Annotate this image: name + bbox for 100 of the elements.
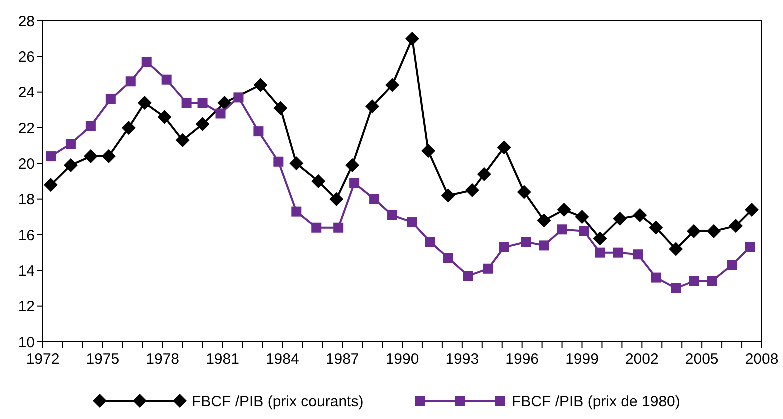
point (44, 178, 58, 192)
point (521, 237, 532, 248)
y-tick-label: 22 (18, 120, 35, 138)
point (421, 144, 436, 158)
point (687, 224, 702, 238)
point (671, 284, 682, 294)
point (499, 242, 510, 252)
x-tick-label: 1993 (446, 351, 480, 368)
point (537, 214, 552, 228)
point (386, 78, 400, 92)
point (66, 139, 76, 150)
x-tick-label: 1981 (206, 351, 240, 368)
point (443, 253, 454, 264)
point (517, 185, 532, 200)
point (106, 94, 116, 104)
point (745, 203, 760, 218)
x-tick-label: 1984 (266, 351, 300, 368)
legend-label: FBCF /PIB (prix de 1980) (512, 393, 680, 410)
point (669, 242, 684, 256)
point (216, 108, 226, 119)
point (388, 210, 398, 220)
point (218, 96, 232, 110)
y-tick-label: 10 (18, 334, 35, 352)
point (405, 32, 420, 46)
point (334, 222, 344, 233)
point (613, 212, 628, 226)
point (593, 232, 608, 246)
x-tick-label: 1987 (326, 351, 360, 368)
point (126, 76, 136, 87)
x-tick-label: 1978 (146, 351, 180, 368)
point (557, 224, 568, 235)
y-tick-label: 14 (18, 262, 35, 280)
point (366, 100, 380, 114)
y-tick-label: 26 (18, 48, 35, 66)
point (497, 140, 512, 155)
point (651, 272, 662, 283)
point (463, 271, 474, 282)
point (539, 240, 550, 251)
point (557, 203, 572, 218)
x-tick-label: 1972 (26, 351, 60, 368)
point (595, 248, 606, 258)
point (707, 224, 722, 238)
point (182, 98, 192, 108)
point (633, 208, 648, 222)
x-tick-label: 1996 (506, 351, 540, 368)
point (312, 222, 322, 233)
point (441, 188, 456, 203)
point (122, 121, 136, 135)
point (425, 237, 436, 248)
x-tick-label: 2002 (625, 351, 659, 368)
point (407, 218, 418, 228)
point (102, 150, 116, 164)
point (370, 194, 380, 204)
point (707, 276, 718, 286)
y-tick-label: 20 (18, 156, 35, 173)
y-tick-label: 18 (18, 192, 35, 209)
point (86, 121, 96, 132)
point (254, 78, 268, 92)
point (312, 174, 326, 188)
x-tick-label: 1999 (566, 351, 599, 368)
y-tick-label: 28 (18, 13, 35, 30)
point (745, 242, 756, 252)
point (196, 117, 210, 132)
point (254, 126, 264, 137)
point (176, 133, 190, 148)
point (350, 178, 360, 188)
point (689, 276, 700, 286)
point (274, 156, 284, 167)
point (292, 206, 302, 217)
point (477, 167, 492, 182)
x-tick-label: 1975 (86, 351, 120, 368)
point (465, 183, 480, 198)
legend-label: FBCF /PIB (prix courants) (192, 393, 364, 410)
point (727, 260, 738, 270)
y-tick-label: 16 (18, 227, 35, 244)
x-tick-label: 1990 (386, 351, 420, 368)
point (613, 248, 624, 258)
point (162, 74, 172, 85)
point (158, 110, 172, 124)
point (138, 96, 152, 110)
point (290, 156, 304, 171)
x-tick-label: 2008 (745, 351, 779, 368)
x-tick-label: 2005 (685, 351, 719, 368)
point (198, 98, 208, 108)
point (274, 101, 288, 116)
point (649, 220, 664, 235)
point (633, 250, 644, 260)
point (575, 210, 590, 224)
point (346, 158, 360, 172)
point (64, 158, 78, 172)
point (234, 92, 244, 103)
point (330, 192, 344, 206)
point (579, 226, 590, 236)
point (142, 57, 152, 68)
y-tick-label: 12 (18, 298, 35, 316)
point (483, 264, 494, 274)
point (729, 219, 744, 234)
point (84, 150, 98, 164)
y-tick-label: 24 (18, 84, 35, 102)
point (46, 152, 56, 162)
